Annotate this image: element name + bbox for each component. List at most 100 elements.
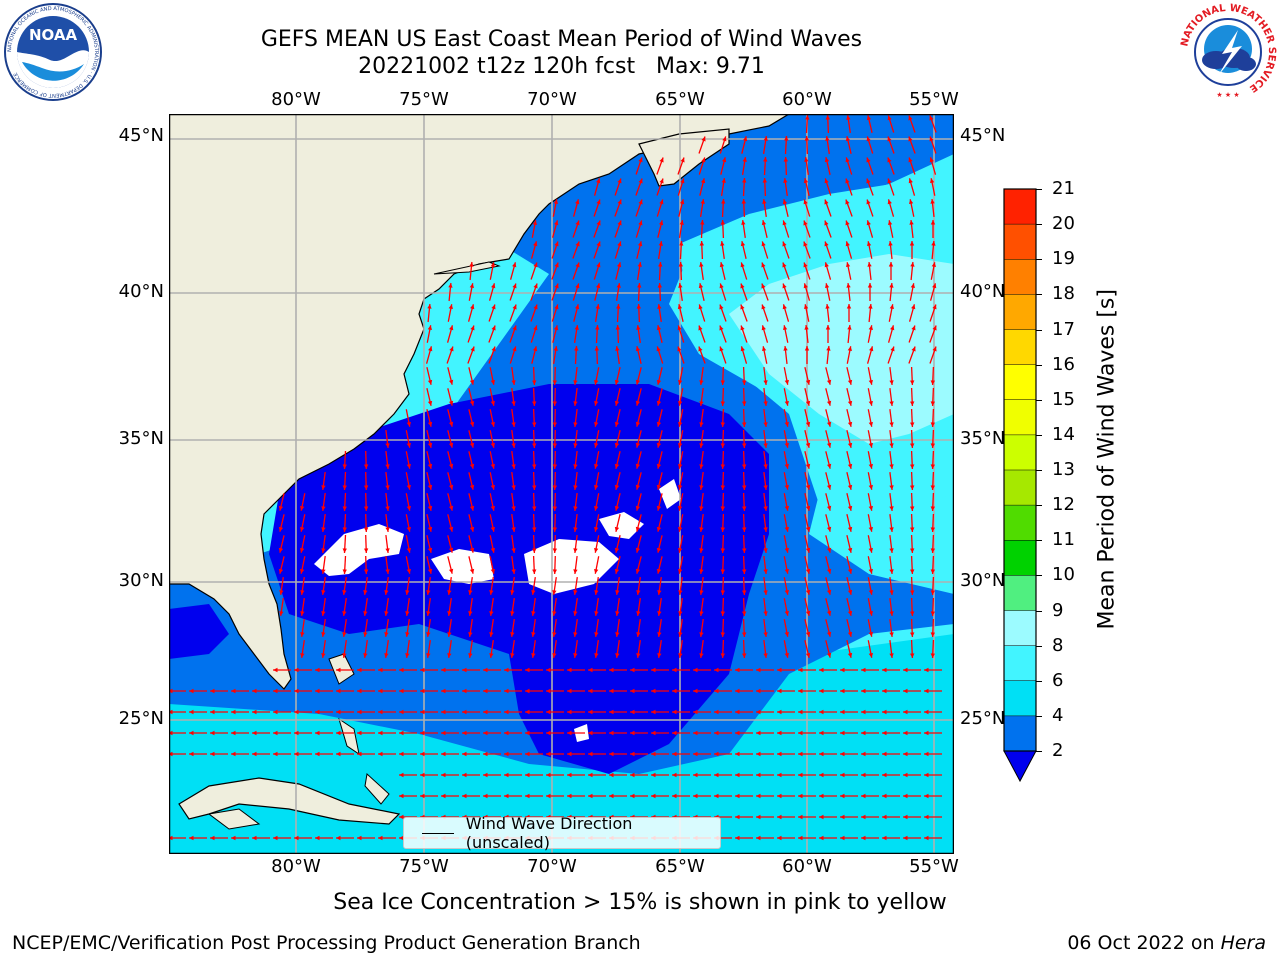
wave-direction-arrowhead <box>910 611 915 616</box>
wave-direction-arrowhead <box>567 751 572 757</box>
wave-direction-arrowhead <box>336 730 341 736</box>
wave-direction-arrowhead <box>489 611 494 616</box>
wave-direction-arrowhead <box>273 709 278 715</box>
colorbar-bin <box>1004 715 1036 751</box>
wave-direction-arrowhead <box>889 632 894 637</box>
wave-direction-arrowhead <box>882 835 887 841</box>
wave-direction-arrowhead <box>784 422 789 427</box>
wave-direction-arrowhead <box>588 730 593 736</box>
wave-direction-arrowhead <box>596 241 601 247</box>
wave-period-map <box>169 114 954 854</box>
wave-direction-arrowhead <box>756 709 761 715</box>
wave-direction-arrowhead <box>847 484 853 490</box>
wave-direction-arrowhead <box>930 548 935 553</box>
wave-direction-arrowhead <box>532 380 537 385</box>
wave-direction-arrowhead <box>573 527 578 532</box>
wave-direction-arrowhead <box>722 157 727 163</box>
colorbar-tick-label: 8 <box>1052 634 1064 656</box>
wave-direction-arrowhead <box>342 464 347 469</box>
wave-direction-arrowhead <box>533 283 538 289</box>
wave-direction-arrowhead <box>363 590 368 595</box>
wave-direction-arrowhead <box>364 485 369 490</box>
wave-direction-arrowhead <box>677 304 683 310</box>
lat-label-left-30n: 30°N <box>118 570 164 591</box>
wave-direction-arrowhead <box>554 304 559 310</box>
wave-direction-arrowhead <box>845 241 850 247</box>
wave-direction-arrowhead <box>552 464 557 469</box>
wave-direction-arrowhead <box>678 401 683 406</box>
wave-direction-arrowhead <box>490 464 495 469</box>
wave-direction-arrowhead <box>656 346 661 352</box>
wave-direction-arrowhead <box>406 506 411 511</box>
wave-direction-arrowhead <box>672 709 677 715</box>
wave-direction-arrowhead <box>826 346 831 351</box>
lon-label-bottom-80w: 80°W <box>271 856 321 877</box>
wave-direction-arrowhead <box>273 688 278 694</box>
colorbar-bin <box>1004 329 1036 365</box>
wave-direction-arrowhead <box>840 835 845 841</box>
lon-label-top-80w: 80°W <box>271 89 321 110</box>
wave-direction-arrowhead <box>449 346 454 352</box>
wave-direction-arrowhead <box>447 653 452 658</box>
wave-direction-arrowhead <box>763 401 768 406</box>
wave-direction-arrowhead <box>805 442 811 448</box>
wave-direction-arrowhead <box>363 611 368 616</box>
wave-direction-arrowhead <box>406 548 411 553</box>
wave-direction-arrowhead <box>678 548 683 553</box>
lat-label-right-45n: 45°N <box>960 125 1006 146</box>
wave-direction-arrowhead <box>887 178 892 184</box>
wave-direction-arrowhead <box>678 506 683 511</box>
colorbar-tick-mark <box>1036 470 1042 471</box>
wave-direction-arrowhead <box>889 527 894 532</box>
wave-direction-arrowhead <box>405 590 410 595</box>
wave-direction-arrowhead <box>782 199 788 205</box>
land-north-america <box>169 114 791 690</box>
wave-direction-arrowhead <box>714 667 719 673</box>
wave-direction-arrowhead <box>679 220 684 225</box>
wave-direction-arrowhead <box>552 569 557 574</box>
wave-direction-arrowhead <box>364 527 369 532</box>
lon-label-bottom-60w: 60°W <box>782 856 832 877</box>
wave-direction-arrowhead <box>385 548 390 553</box>
wave-direction-arrowhead <box>763 443 768 448</box>
wave-direction-arrowhead <box>462 751 467 757</box>
wave-direction-arrowhead <box>512 304 517 310</box>
wave-direction-arrowhead <box>596 262 601 268</box>
wave-direction-arrowhead <box>782 241 787 247</box>
wave-direction-arrowhead <box>741 199 746 204</box>
wave-direction-arrowhead <box>840 793 845 799</box>
wave-direction-arrowhead <box>469 526 475 532</box>
wave-direction-arrowhead <box>910 401 915 406</box>
wave-direction-arrowhead <box>588 793 593 799</box>
wave-direction-arrowhead <box>567 688 572 694</box>
wave-direction-arrowhead <box>761 262 766 268</box>
lat-label-left-25n: 25°N <box>118 708 164 729</box>
wave-direction-arrowhead <box>300 527 305 532</box>
wave-direction-arrowhead <box>210 709 215 715</box>
wave-direction-arrowhead <box>930 590 935 595</box>
wave-direction-arrowhead <box>735 835 740 841</box>
wave-direction-arrowhead <box>680 199 685 205</box>
wave-direction-arrowhead <box>798 772 803 778</box>
wave-direction-arrowhead <box>210 751 215 757</box>
wave-direction-arrowhead <box>721 178 726 183</box>
wave-direction-arrowhead <box>699 653 704 658</box>
wave-direction-arrowhead <box>784 136 789 141</box>
wave-direction-arrowhead <box>441 667 446 673</box>
wave-direction-arrowhead <box>638 220 643 226</box>
wave-direction-arrowhead <box>321 611 326 616</box>
wave-direction-arrowhead <box>552 401 557 406</box>
wave-direction-arrowhead <box>614 379 620 385</box>
wave-direction-arrowhead <box>470 304 475 310</box>
wave-direction-arrowhead <box>763 653 768 658</box>
colorbar-tick-label: 20 <box>1052 213 1075 235</box>
wave-direction-arrowhead <box>378 709 383 715</box>
wave-direction-arrowhead <box>552 506 557 511</box>
wave-direction-arrowhead <box>638 199 643 205</box>
wave-direction-arrowhead <box>614 463 620 469</box>
wave-direction-arrowhead <box>889 485 894 490</box>
wave-direction-arrowhead <box>636 611 641 616</box>
wave-direction-arrowhead <box>910 569 915 574</box>
wave-direction-arrowhead <box>889 422 894 427</box>
wave-direction-arrowhead <box>427 526 433 532</box>
